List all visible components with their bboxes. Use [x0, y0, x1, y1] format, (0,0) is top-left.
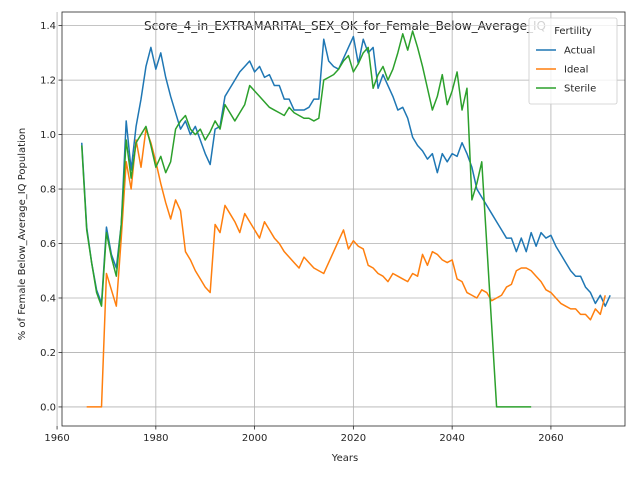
series-lines [81, 30, 611, 408]
y-tick-label: 0.6 [40, 239, 56, 250]
y-tick-label: 0.2 [40, 348, 56, 359]
legend-frame [528, 17, 618, 105]
y-tick-label: 1.4 [40, 21, 56, 32]
legend-label-ideal: Ideal [564, 65, 588, 76]
y-axis-label: % of Female Below_Average_IQ Population [17, 128, 28, 341]
x-tick-label: 2020 [341, 433, 366, 444]
y-tick-label: 1.2 [40, 76, 56, 87]
legend-items: Actual Ideal Sterile [536, 46, 596, 95]
plot-frame [61, 11, 626, 427]
y-tick-label: 1.0 [40, 130, 56, 141]
y-tick-label: 0.8 [40, 185, 56, 196]
x-axis-label: Years [331, 453, 358, 464]
legend-label-sterile: Sterile [564, 84, 596, 95]
legend-label-actual: Actual [564, 46, 595, 57]
x-tick-label: 1980 [143, 433, 168, 444]
axis-ticks: 1960 1980 2000 2020 2040 2060 0.0 0.2 0.4 0.6 0.8 1… [40, 21, 564, 444]
x-tick-label: 2040 [439, 433, 464, 444]
y-tick-label: 0.0 [40, 402, 56, 413]
series-line-sterile [81, 30, 532, 408]
legend-title: Fertility [554, 26, 592, 37]
series-line-actual [81, 35, 611, 307]
legend: Fertility Actual Ideal Sterile [528, 17, 618, 105]
x-tick-label: 1960 [44, 433, 69, 444]
grid [56, 12, 625, 426]
x-tick-label: 2060 [538, 433, 563, 444]
x-tick-label: 2000 [242, 433, 267, 444]
y-tick-label: 0.4 [40, 293, 56, 304]
series-line-ideal [86, 128, 606, 408]
